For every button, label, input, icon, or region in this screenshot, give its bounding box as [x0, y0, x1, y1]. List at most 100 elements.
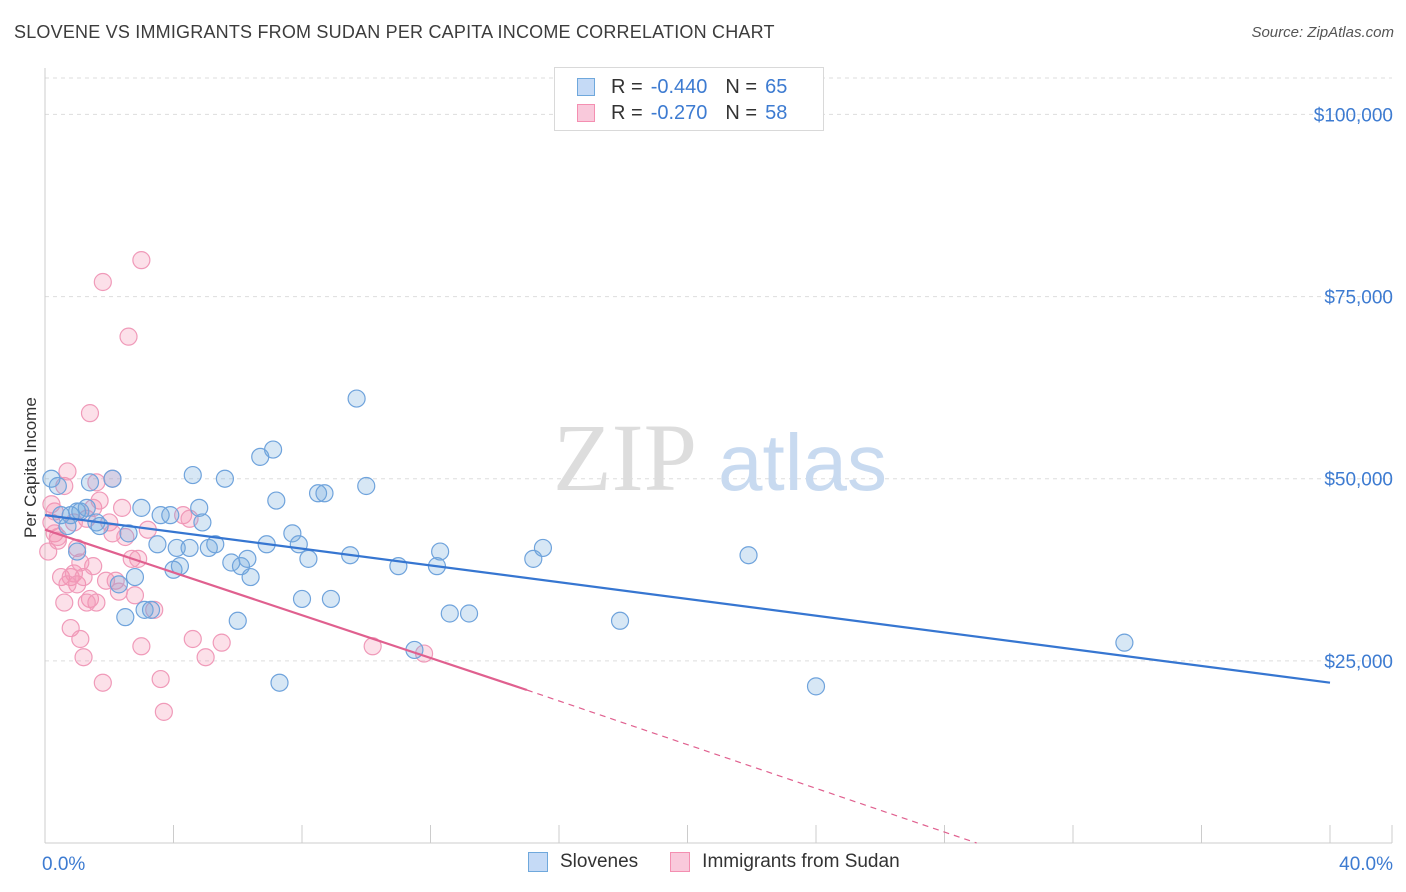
y-axis-label: Per Capita Income: [21, 397, 40, 538]
slovenes-point: [161, 506, 180, 525]
legend-r-value: -0.270: [650, 101, 708, 124]
slovenes-point: [270, 673, 289, 692]
bottom-legend-label-sudan: Immigrants from Sudan: [702, 851, 900, 872]
slovenes-point: [183, 465, 202, 485]
chart-title: SLOVENE VS IMMIGRANTS FROM SUDAN PER CAP…: [14, 22, 775, 42]
y-tick-label: $75,000: [1324, 288, 1393, 309]
slovenes-point: [347, 389, 366, 408]
slovenes-point: [431, 542, 450, 561]
slovenes-point: [68, 542, 87, 561]
bottom-legend-swatch-sudan: [670, 852, 691, 872]
slovenes-point: [806, 677, 826, 696]
slovenes-point: [109, 575, 128, 594]
sudan-point: [132, 637, 151, 656]
sudan-point: [74, 648, 93, 667]
legend-r-label: R =: [611, 101, 643, 124]
sudan-point: [58, 462, 77, 481]
legend-r-label: R =: [611, 75, 643, 98]
legend-swatch-slovenes: [577, 78, 595, 96]
sudan-points: [39, 251, 434, 721]
slovenes-point: [135, 600, 154, 619]
y-tick-labels: $25,000 $50,000 $75,000 $100,000: [1314, 105, 1393, 672]
sudan-point: [71, 629, 90, 649]
y-tick-label: $100,000: [1314, 105, 1393, 126]
slovenes-point: [132, 498, 151, 517]
slovenes-point: [357, 476, 376, 496]
slovenes-point: [459, 604, 479, 623]
sudan-point: [151, 669, 170, 689]
sudan-point: [125, 586, 145, 605]
slovenes-point: [42, 469, 61, 488]
bottom-legend-slovenes[interactable]: Slovenes: [528, 851, 638, 873]
watermark-atlas: atlas: [718, 418, 887, 507]
sudan-point: [71, 553, 90, 572]
sudan-point: [154, 702, 173, 721]
legend-box: R = -0.440 N = 65 R = -0.270 N = 58: [554, 67, 824, 131]
slovenes-point: [148, 535, 167, 554]
slovenes-point: [116, 608, 135, 627]
slovenes-point: [180, 538, 199, 558]
sudan-point: [212, 633, 231, 652]
slovenes-point: [315, 484, 334, 503]
slovenes-point: [90, 516, 109, 536]
sudan-point: [58, 575, 77, 594]
sudan-point: [119, 327, 138, 346]
sudan-point: [196, 648, 215, 667]
sudan-point: [183, 629, 202, 649]
sudan-point: [87, 593, 106, 612]
slovenes-point: [48, 476, 67, 496]
sudan-point: [55, 593, 74, 612]
legend-n-label: N =: [725, 75, 758, 98]
slovenes-point: [125, 567, 145, 587]
bottom-legend-swatch-slovenes: [528, 852, 548, 872]
legend-swatch-sudan: [577, 104, 595, 122]
bottom-legend-sudan[interactable]: Immigrants from Sudan: [670, 851, 900, 873]
slovenes-point: [299, 549, 318, 568]
sudan-point: [80, 404, 100, 423]
slovenes-point: [267, 491, 286, 510]
sudan-point: [93, 272, 112, 292]
legend-row-slovenes: R = -0.440 N = 65: [577, 74, 787, 100]
slovenes-point: [151, 506, 170, 525]
slovenes-point: [292, 589, 312, 609]
x-tick-labels: 0.0% 40.0%: [42, 854, 1393, 875]
slovenes-point: [80, 473, 100, 492]
slovenes-point: [308, 484, 328, 503]
slovenes-point: [77, 498, 96, 517]
slovenes-point: [1115, 633, 1134, 652]
y-tick-label: $50,000: [1324, 470, 1393, 491]
source-label: Source: ZipAtlas.com: [1251, 24, 1394, 41]
slovenes-point: [610, 611, 630, 630]
legend-r-value: -0.440: [650, 75, 708, 98]
slovenes-point: [193, 513, 212, 532]
slovenes-point: [215, 469, 234, 488]
watermark-zip: ZIP: [553, 404, 697, 511]
sudan-point: [112, 498, 132, 517]
legend-n-value: 65: [765, 75, 788, 98]
axes: [44, 68, 1393, 844]
slovenes-point: [228, 611, 247, 630]
sudan-point: [132, 251, 151, 270]
slovenes-point: [119, 524, 138, 543]
slovenes-point: [141, 600, 161, 619]
bottom-legend: Slovenes Immigrants from Sudan: [528, 851, 932, 873]
legend-n-value: 58: [765, 101, 788, 124]
sudan-trend-line: [44, 528, 528, 692]
slovenes-point: [263, 440, 283, 459]
slovenes-trend-line: [44, 514, 1331, 684]
x-tick-label: 0.0%: [42, 854, 85, 875]
slovenes-point: [190, 498, 209, 517]
sudan-point: [68, 575, 87, 594]
slovenes-point: [238, 549, 257, 568]
slovenes-point: [167, 538, 186, 558]
slovenes-point: [739, 546, 758, 565]
slovenes-point: [103, 469, 122, 488]
sudan-point: [64, 564, 84, 583]
bottom-legend-label-slovenes: Slovenes: [560, 851, 639, 872]
y-tick-label: $25,000: [1324, 652, 1393, 673]
slovenes-point: [533, 538, 553, 558]
trend-lines: [44, 514, 1331, 844]
slovenes-point: [321, 589, 341, 609]
sudan-point: [77, 593, 96, 612]
